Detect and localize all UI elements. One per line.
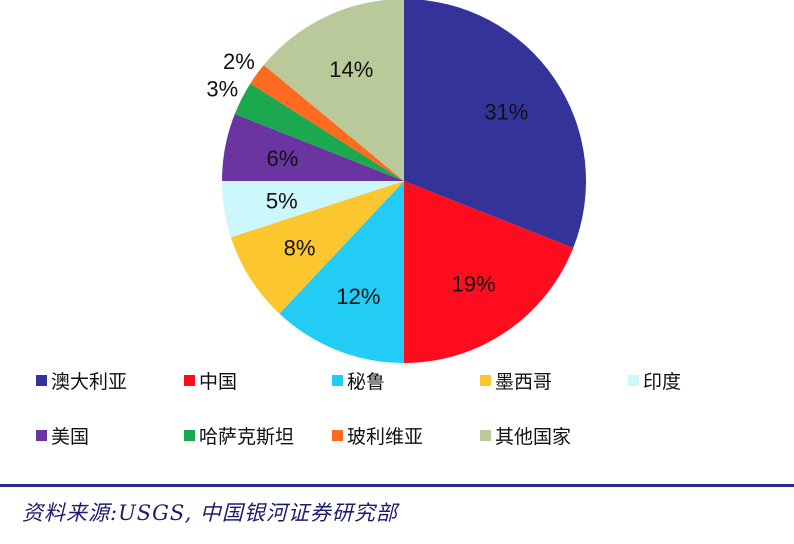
slice-label: 5%	[266, 188, 298, 213]
legend-label: 秘鲁	[347, 370, 386, 393]
slice-label: 3%	[206, 76, 238, 101]
slice-label: 2%	[223, 49, 255, 74]
legend-swatch-icon	[332, 374, 343, 386]
pie-slice	[230, 181, 404, 314]
pie-slice	[404, 181, 574, 363]
legend-label: 澳大利亚	[51, 370, 128, 393]
slice-label: 6%	[267, 146, 299, 171]
legend-swatch-icon	[332, 429, 343, 441]
pie-slice	[263, 0, 404, 181]
legend-swatch-icon	[36, 374, 47, 386]
legend-swatch-icon	[184, 374, 195, 386]
pie-slice	[222, 114, 404, 181]
pie-chart: 31% 19% 12% 8% 5% 6% 3%2% 14%	[206, 0, 586, 363]
legend-item-kazakhstan: 哈萨克斯坦	[184, 423, 295, 448]
slice-label: 12%	[336, 284, 380, 309]
slice-label: 8%	[284, 235, 316, 260]
legend-swatch-icon	[628, 374, 639, 386]
slice-label: 31%	[484, 99, 528, 124]
slice-label: 19%	[452, 271, 496, 296]
legend-item-usa: 美国	[36, 423, 90, 448]
legend-item-india: 印度	[628, 368, 682, 393]
legend-item-china: 中国	[184, 368, 238, 393]
legend-label: 墨西哥	[495, 370, 553, 393]
source-note: 资料来源:USGS, 中国银河证券研究部	[22, 501, 398, 525]
legend-item-mexico: 墨西哥	[480, 368, 553, 393]
slice-label: 14%	[329, 57, 373, 82]
pie-slice	[250, 64, 404, 181]
footer-divider	[0, 484, 794, 487]
legend-item-australia: 澳大利亚	[36, 368, 128, 393]
legend-swatch-icon	[184, 429, 195, 441]
legend-swatch-icon	[480, 429, 491, 441]
pie-slice	[279, 181, 404, 363]
legend-label: 玻利维亚	[347, 425, 424, 448]
legend-label: 中国	[199, 370, 238, 393]
legend-label: 美国	[51, 425, 90, 448]
legend-swatch-icon	[480, 374, 491, 386]
legend-item-bolivia: 玻利维亚	[332, 423, 424, 448]
legend-label: 其他国家	[495, 425, 572, 448]
legend-swatch-icon	[36, 429, 47, 441]
pie-slice	[222, 181, 404, 238]
legend-label: 印度	[643, 370, 682, 393]
legend-item-peru: 秘鲁	[332, 368, 386, 393]
pie-slice	[404, 0, 586, 248]
legend-item-others: 其他国家	[480, 423, 572, 448]
legend-label: 哈萨克斯坦	[199, 425, 295, 448]
pie-slice	[234, 83, 404, 181]
